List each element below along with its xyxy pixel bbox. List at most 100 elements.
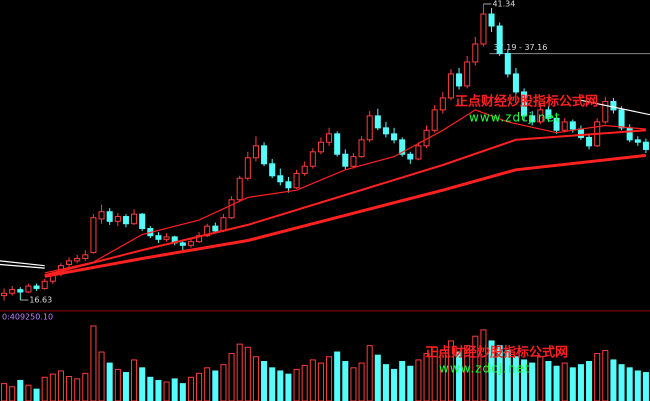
volume-label: 0:409250.10 [2,313,53,322]
candle-body [407,153,414,160]
volume-bar [309,359,316,401]
candle-body [447,73,454,99]
ma-line [0,263,45,269]
volume-bar [41,376,48,401]
volume-bar [228,353,235,401]
candle-body [139,213,146,230]
volume-bar [285,373,292,401]
volume-bar [431,346,438,401]
volume-bar [382,364,389,401]
candle-body [220,217,227,232]
candle-body [569,121,576,130]
candle-body [464,61,471,87]
volume-bar [415,359,422,401]
volume-bar [317,362,324,401]
volume-bar [594,353,601,401]
candle-body [521,91,528,117]
volume-bar [204,367,211,401]
candle-body [358,139,365,158]
volume-bar [618,364,625,401]
volume-bar [521,359,528,401]
volume-bar [74,378,81,401]
candle-body [114,216,121,222]
volume-bar [106,362,113,401]
volume-bar [399,361,406,401]
candle-body [122,216,129,225]
volume-bar [293,368,300,401]
candle-body [415,145,422,160]
candle-body [326,133,333,143]
candle-body [439,97,446,111]
volume-bar [212,370,219,401]
volume-bar [261,361,268,401]
volume-bar [171,378,178,401]
volume-bar [610,359,617,401]
volume-bar [122,372,129,401]
candle-body [618,109,625,129]
volume-bar [17,379,24,401]
volume-bar [553,365,560,401]
volume-bar [220,364,227,401]
candle-body [626,127,633,141]
candle-body [561,121,568,131]
candle-body [374,115,381,129]
candle-body [496,25,503,55]
volume-bar [366,345,373,401]
candle-body [41,280,48,289]
volume-bar [577,364,584,401]
volume-bar [82,372,89,401]
volume-bar [496,345,503,401]
volume-bar [277,370,284,401]
volume-bar [90,325,97,401]
ma-line [44,129,646,277]
candle-body [350,156,357,167]
volume-bar [586,361,593,401]
volume-bar [342,361,349,401]
candle-body [512,73,519,93]
volume-bar [25,384,32,401]
annotation-label: 41.34 [492,0,515,8]
candle-body [602,100,609,123]
candle-body [634,139,641,143]
candle-body [366,115,373,141]
volume-bar [602,349,609,401]
volume-bar [155,379,162,401]
candle-body [480,13,487,45]
volume-bar [358,362,365,401]
volume-bar [66,376,73,401]
volume-bar [33,388,40,401]
candle-body [9,289,16,294]
volume-bar [439,349,446,401]
candle-body [131,213,138,225]
candle-body [456,73,463,87]
volume-bar [163,381,170,401]
candle-body [98,211,105,220]
watermark-title: 正点财经炒股指标公式网 [455,94,598,110]
volume-bar [1,383,8,401]
candle-body [90,217,97,253]
candle-body [74,257,81,262]
volume-bar [350,367,357,401]
candle-body [577,128,584,138]
volume-bar [236,343,243,401]
level-label: 37.19 - 37.16 [494,43,548,52]
candle-body [212,225,219,232]
watermark-title: 正点财经炒股指标公式网 [425,345,568,361]
candle-body [309,151,316,167]
ma-line [44,153,647,278]
candle-body [228,199,235,219]
volume-bar [504,349,511,401]
candle-body [204,225,211,237]
volume-bar [634,370,641,401]
candle-body [504,53,511,75]
candle-body [342,153,349,167]
volume-bar [98,351,105,401]
candle-body [17,289,24,293]
volume-bar [472,335,479,401]
volume-bar [569,367,576,401]
candle-body [25,285,32,293]
ma-line [44,109,646,274]
candle-body [553,117,560,131]
